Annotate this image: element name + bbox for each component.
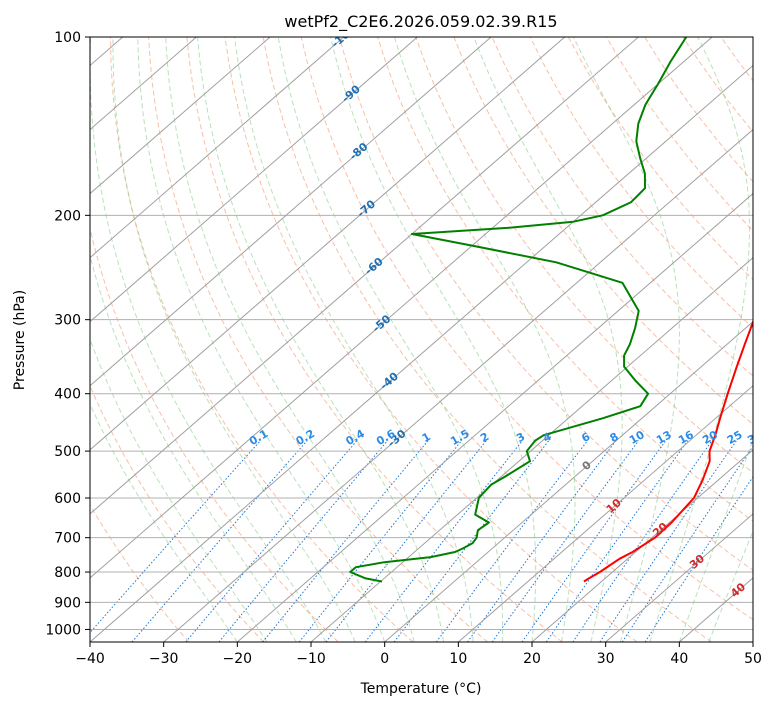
- background-lines: [90, 37, 775, 642]
- dry-adiabat-line: [148, 37, 488, 642]
- x-tick-label: −20: [223, 651, 253, 667]
- moist-adiabat-line: [90, 37, 327, 642]
- isotherm-line: [310, 256, 753, 642]
- grid-lines: [90, 37, 753, 630]
- mixing-ratio-line: [621, 445, 753, 642]
- dry-adiabat-line: [300, 37, 753, 621]
- moist-adiabat-line: [234, 37, 474, 642]
- isotherm-line: [90, 37, 345, 259]
- x-tick-label: 10: [449, 651, 467, 667]
- x-tick-label: 0: [380, 651, 389, 667]
- dry-adiabat-line: [338, 37, 753, 571]
- x-tick-label: 30: [597, 651, 615, 667]
- moist-adiabat-line: [277, 37, 504, 642]
- isotherm-line: [90, 37, 713, 579]
- mixing-ratio-line: [599, 440, 737, 642]
- dry-adiabat-line: [186, 37, 563, 642]
- isotherm-line: [90, 37, 492, 387]
- dry-adiabat-line: [529, 37, 753, 329]
- x-tick-label: 20: [523, 651, 541, 667]
- moist-adiabat-line: [90, 402, 238, 642]
- mixing-ratio-line: [572, 440, 713, 642]
- skewed-isotherms: [90, 37, 753, 642]
- temperature-profile-line: [583, 319, 753, 583]
- x-tick-label: −10: [296, 651, 326, 667]
- moist-adiabat-line: [394, 37, 576, 642]
- mixing-ratio-line: [262, 440, 429, 642]
- mixing-ratio-line: [185, 440, 358, 642]
- mixing-ratio-line: [131, 440, 308, 642]
- y-tick-label: 200: [54, 208, 81, 224]
- y-tick-label: 300: [54, 313, 81, 329]
- x-tick-label: −40: [75, 651, 105, 667]
- mixing-ratio-line: [364, 440, 523, 642]
- mixing-ratio-line: [393, 440, 550, 642]
- moist-adiabat-line: [137, 37, 386, 642]
- moist-adiabat-line: [90, 337, 268, 642]
- mixing-ratio-label: 36: [766, 428, 775, 447]
- moist-adiabat-line: [330, 37, 537, 642]
- mixing-ratio-line: [545, 440, 689, 642]
- isotherm-line: [605, 513, 753, 642]
- isotherm-line: [458, 385, 753, 642]
- y-tick-label: 800: [54, 565, 81, 581]
- isotherm-line: [90, 64, 753, 642]
- sounding-profiles: [349, 37, 753, 583]
- isotherm-line: [90, 37, 639, 515]
- y-tick-label: 1000: [45, 622, 81, 638]
- isotherm-line: [163, 128, 753, 642]
- y-tick-label: 900: [54, 595, 81, 611]
- y-axis-ticks: 100 200 300 400 500 600 700 800 900 1000: [45, 30, 90, 638]
- y-tick-label: 500: [54, 444, 81, 460]
- moist-adiabat-line: [90, 253, 297, 642]
- mixing-ratio-line: [435, 440, 588, 642]
- isotherm-line: [90, 37, 418, 323]
- dewpoint-profile-line: [349, 37, 688, 583]
- x-tick-label: −30: [149, 651, 179, 667]
- isotherm-line: [90, 37, 271, 195]
- x-tick-label: 40: [670, 651, 688, 667]
- dry-adiabat-line: [90, 226, 339, 642]
- dry-adiabat-line: [90, 384, 264, 642]
- mixing-ratio-line: [90, 440, 261, 634]
- mixing-ratio-label: 30: [745, 428, 765, 447]
- y-tick-label: 600: [54, 491, 81, 507]
- isotherm-line: [752, 641, 753, 642]
- plot-area: [90, 37, 753, 642]
- mixing-ratio-line: [218, 440, 388, 642]
- moist-adiabat-line: [678, 438, 753, 642]
- dry-adiabat-line: [759, 37, 775, 642]
- moist-adiabat-line: [197, 37, 445, 642]
- isotherm-line: [384, 321, 753, 642]
- y-tick-label: 100: [54, 30, 81, 46]
- plot-frame: [89, 36, 754, 643]
- isotherm-line: [237, 192, 753, 642]
- mixing-ratio-line: [644, 476, 753, 642]
- x-axis-label: Temperature (°C): [360, 681, 482, 697]
- chart-title: wetPf2_C2E6.2026.059.02.39.R15: [284, 12, 557, 32]
- dry-adiabat-line: [377, 37, 753, 522]
- x-axis-ticks: −40 −30 −20 −10 0 10 20 30 40 50: [75, 642, 762, 667]
- y-tick-label: 400: [54, 387, 81, 403]
- dry-adiabat-line: [415, 37, 753, 474]
- moist-adiabat-line: [573, 37, 680, 642]
- isotherm-line: [90, 37, 566, 451]
- y-tick-label: 700: [54, 531, 81, 547]
- moist-adiabat-line: [473, 37, 623, 642]
- y-axis-label: Pressure (hPa): [12, 290, 28, 390]
- x-tick-label: 50: [744, 651, 762, 667]
- dry-adiabat-line: [453, 37, 753, 425]
- mixing-ratio-line: [521, 440, 667, 642]
